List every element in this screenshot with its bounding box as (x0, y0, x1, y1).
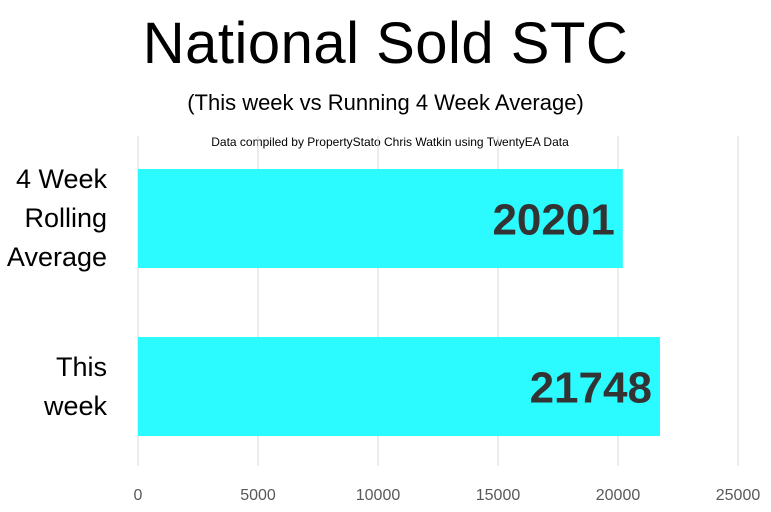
category-label-0: 4 Week Rolling Average (7, 160, 107, 277)
bar-0 (138, 169, 623, 268)
x-tick-label: 10000 (356, 487, 401, 504)
category-label-line: Rolling (24, 203, 107, 233)
x-tick-label: 25000 (716, 487, 761, 504)
data-label-1: 21748 (530, 364, 652, 413)
category-label-line: 4 Week (15, 164, 107, 194)
bar-1 (138, 337, 660, 436)
x-tick-label: 15000 (476, 487, 521, 504)
chart-title: National Sold STC (142, 11, 629, 76)
chart-annotation: Data compiled by PropertyStato Chris Wat… (211, 135, 569, 149)
category-label-line: This (55, 351, 107, 382)
data-label-0: 20201 (492, 196, 614, 245)
x-tick-label: 20000 (596, 487, 641, 504)
category-label-1: This week (44, 348, 107, 426)
category-label-line: week (43, 390, 107, 421)
x-tick-label: 0 (134, 487, 143, 504)
chart-subtitle: (This week vs Running 4 Week Average) (187, 90, 584, 115)
x-tick-label: 5000 (240, 487, 276, 504)
category-label-line: Average (6, 242, 107, 272)
